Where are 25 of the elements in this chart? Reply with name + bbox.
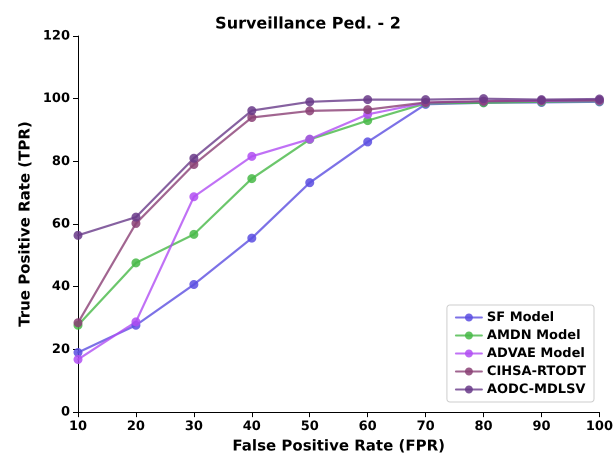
y-tick-label: 100 [42, 91, 70, 106]
legend-label: AMDN Model [486, 328, 581, 343]
x-tick-label: 60 [358, 419, 377, 434]
x-tick-label: 50 [300, 419, 319, 434]
y-tick-label: 80 [52, 154, 70, 169]
x-tick-label: 70 [416, 419, 435, 434]
y-axis-title: True Positive Rate (TPR) [15, 121, 34, 327]
x-tick-label: 40 [242, 419, 261, 434]
legend-label: CIHSA-RTODT [486, 364, 586, 379]
x-tick-label: 30 [184, 419, 203, 434]
x-tick-label: 100 [586, 419, 613, 434]
y-tick-label: 120 [42, 28, 70, 44]
legend-label: ADVAE Model [486, 346, 585, 361]
y-tick-label: 40 [52, 279, 70, 294]
x-axis-title: False Positive Rate (FPR) [232, 436, 445, 454]
x-tick-label: 90 [532, 419, 551, 434]
y-tick-label: 60 [52, 216, 70, 232]
chart-title: Surveillance Ped. - 2 [215, 14, 401, 32]
x-tick-label: 80 [474, 419, 493, 434]
y-tick-label: 0 [60, 404, 70, 420]
legend-label: AODC-MDLSV [486, 382, 586, 397]
legend-label: SF Model [486, 310, 554, 325]
x-tick-label: 10 [68, 419, 88, 434]
x-tick-label: 20 [126, 419, 145, 434]
y-tick-label: 20 [52, 342, 70, 357]
